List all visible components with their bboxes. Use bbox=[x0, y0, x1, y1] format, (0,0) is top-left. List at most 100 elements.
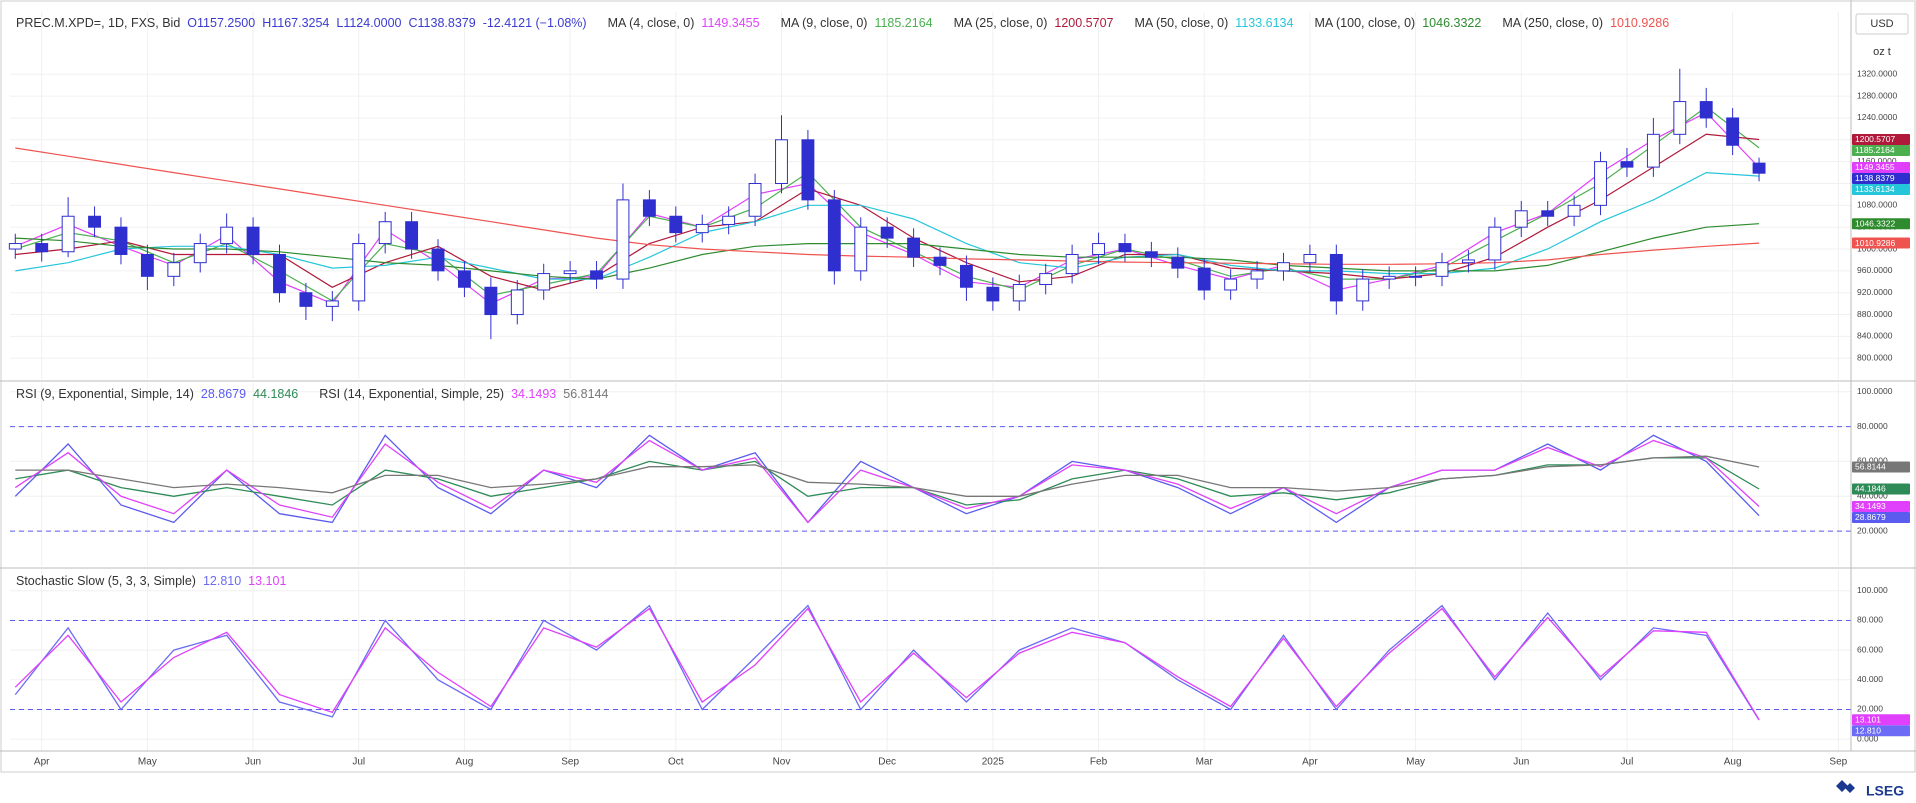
indicator-value: 56.8144 bbox=[563, 387, 609, 401]
price-tag-label: 1149.3455 bbox=[1855, 162, 1895, 172]
candle-body bbox=[114, 226, 128, 255]
candle-body bbox=[1039, 273, 1053, 286]
candle-body bbox=[273, 253, 286, 294]
chart-title: PREC.M.XPD=, 1D, FXS, Bid bbox=[16, 16, 181, 30]
candle-body bbox=[590, 270, 603, 280]
y-tick-label: 20.0000 bbox=[1857, 525, 1888, 535]
ohlc-value: O1157.2500 bbox=[187, 16, 256, 30]
candle-body bbox=[986, 286, 1000, 302]
candle-body bbox=[1277, 262, 1290, 272]
candle-body bbox=[510, 289, 524, 316]
indicator-value: 13.101 bbox=[248, 574, 287, 588]
brand-icon bbox=[1836, 780, 1855, 793]
price-tag-label: 1138.8379 bbox=[1855, 173, 1895, 183]
x-tick-label: Sep bbox=[561, 757, 579, 768]
legend: PREC.M.XPD=, 1D, FXS, Bid O1157.2500 H1167… bbox=[16, 16, 1669, 30]
y-tick-label: 40.000 bbox=[1857, 674, 1883, 684]
currency-box bbox=[1855, 13, 1909, 35]
price-tag bbox=[1852, 461, 1910, 473]
series-name: MA (250, close, 0) bbox=[1502, 16, 1604, 30]
x-tick-label: May bbox=[1406, 757, 1425, 768]
candle-body bbox=[431, 248, 445, 272]
brand: LSEG bbox=[1866, 783, 1904, 799]
candle-body bbox=[1409, 275, 1423, 278]
price-tag-label: 1046.3322 bbox=[1855, 218, 1895, 228]
price-tag-label: 34.1493 bbox=[1855, 501, 1886, 511]
series-name: MA (25, close, 0) bbox=[953, 16, 1048, 30]
price-tag bbox=[1852, 500, 1910, 512]
candle-body bbox=[1118, 243, 1132, 253]
candle-body bbox=[1752, 162, 1766, 174]
candle-body bbox=[61, 215, 75, 253]
candle-body bbox=[1488, 226, 1502, 261]
candle-body bbox=[220, 226, 234, 245]
candle-body bbox=[1435, 262, 1449, 277]
price-tag bbox=[1852, 714, 1910, 726]
candle-body bbox=[8, 243, 22, 250]
legend: RSI (9, Exponential, Simple, 14) 28.8679 4… bbox=[16, 387, 608, 401]
price-tag bbox=[1852, 161, 1910, 173]
frame bbox=[0, 0, 1916, 773]
candle-body bbox=[246, 226, 260, 255]
y-tick-label: 960.0000 bbox=[1857, 265, 1893, 275]
y-tick-label: 60.0000 bbox=[1857, 456, 1888, 466]
series-value: 1149.3455 bbox=[701, 16, 760, 30]
candle-body bbox=[1461, 259, 1475, 264]
candle-body bbox=[1303, 253, 1317, 264]
indicator-name: RSI (14, Exponential, Simple, 25) bbox=[319, 387, 505, 401]
x-tick-label: Aug bbox=[1724, 757, 1742, 768]
indicator-value: 44.1846 bbox=[253, 387, 299, 401]
price-tag bbox=[1852, 133, 1910, 145]
candle-body bbox=[1541, 210, 1555, 217]
x-tick-label: Apr bbox=[34, 757, 50, 768]
candle-body bbox=[88, 215, 101, 228]
indicator-line bbox=[14, 607, 1760, 721]
y-tick-label: 880.0000 bbox=[1857, 309, 1893, 319]
indicator-value: 34.1493 bbox=[511, 387, 557, 401]
candle-body bbox=[854, 226, 868, 272]
x-tick-label: Feb bbox=[1090, 757, 1108, 768]
candle-body bbox=[1144, 251, 1158, 258]
y-tick-label: 80.0000 bbox=[1857, 421, 1888, 431]
price-tag-label: 12.810 bbox=[1855, 725, 1881, 735]
candle-body bbox=[959, 264, 973, 288]
candle-body bbox=[352, 243, 366, 302]
price-tag bbox=[1852, 511, 1910, 523]
candle-body bbox=[616, 199, 630, 280]
candle-body bbox=[722, 215, 736, 225]
candle-body bbox=[775, 139, 788, 184]
candle-body bbox=[484, 286, 498, 316]
ohlc-value: L1124.0000 bbox=[336, 16, 402, 30]
candle-body bbox=[801, 139, 815, 201]
series-value: 1010.9286 bbox=[1610, 16, 1670, 30]
series-name: MA (100, close, 0) bbox=[1314, 16, 1416, 30]
price-tag-label: 1133.6134 bbox=[1855, 184, 1895, 194]
candle-body bbox=[325, 300, 339, 307]
series-value: 1185.2164 bbox=[874, 16, 933, 30]
axis-layer: Apr May Jun Jul Aug Sep Oct Nov Dec 2025 Feb Mar Apr… bbox=[0, 0, 1916, 773]
y-tick-label: 1160.0000 bbox=[1857, 156, 1897, 166]
candle-body bbox=[695, 223, 709, 234]
x-tick-label: Jul bbox=[352, 757, 365, 768]
data-layer bbox=[8, 68, 1766, 721]
candle-body bbox=[1224, 278, 1238, 291]
candle-body bbox=[1012, 284, 1026, 302]
indicator-value: 28.8679 bbox=[200, 387, 247, 401]
series-name: MA (9, close, 0) bbox=[780, 16, 868, 30]
x-tick-label: Nov bbox=[773, 757, 791, 768]
price-tag bbox=[1852, 218, 1910, 230]
candle-body bbox=[748, 182, 762, 217]
candle-body bbox=[827, 199, 841, 272]
price-tag bbox=[1852, 172, 1910, 184]
candle-body bbox=[1382, 275, 1396, 280]
x-tick-label: Aug bbox=[456, 757, 474, 768]
y-tick-label: 0.000 bbox=[1857, 733, 1879, 743]
x-tick-label: 2025 bbox=[982, 757, 1005, 768]
candle-body bbox=[299, 292, 313, 307]
candle-body bbox=[907, 237, 921, 258]
candle-body bbox=[405, 221, 419, 250]
x-tick-label: Jun bbox=[245, 757, 261, 768]
x-tick-label: Jul bbox=[1621, 757, 1634, 768]
candle-body bbox=[457, 270, 471, 288]
